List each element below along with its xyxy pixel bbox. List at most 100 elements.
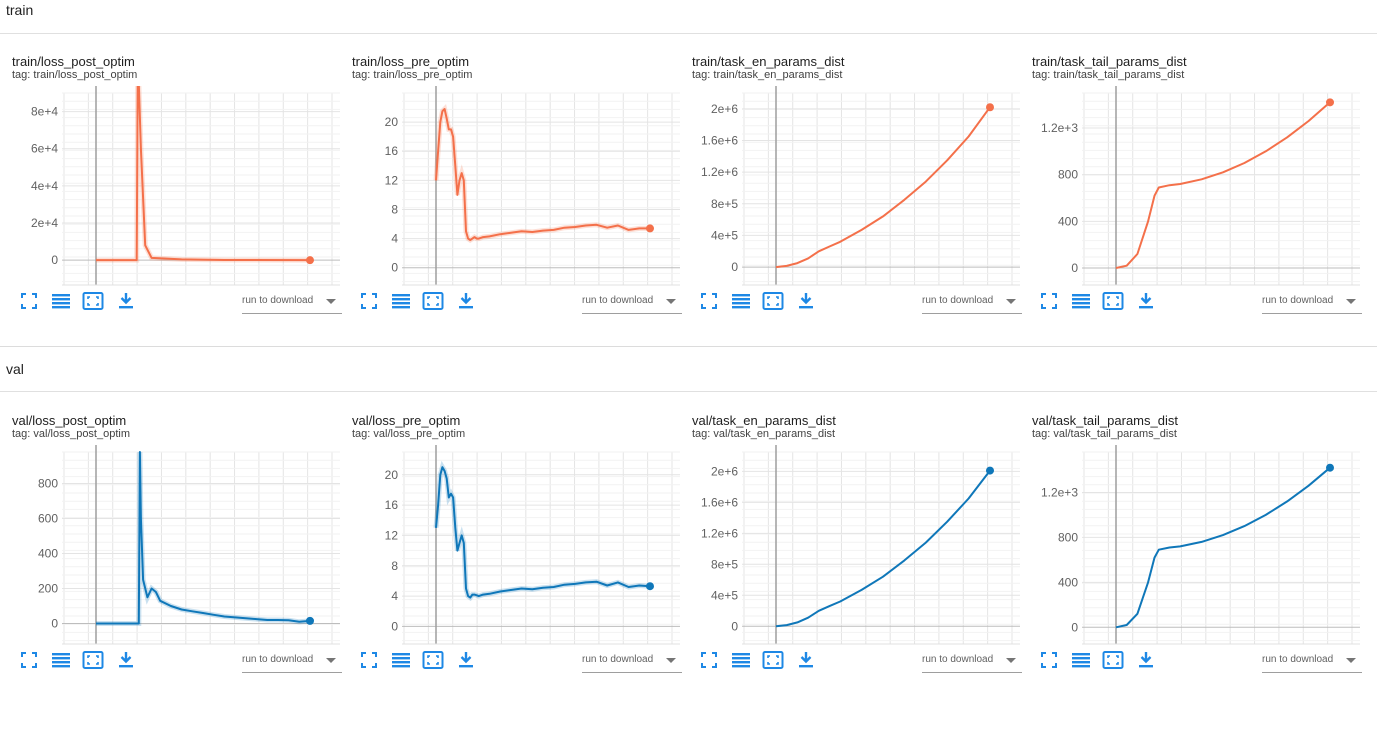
download-icon[interactable] xyxy=(1135,649,1157,671)
data-table-icon[interactable] xyxy=(1070,649,1092,671)
chart-toolbar: run to download xyxy=(1020,290,1362,320)
fit-screen-icon[interactable] xyxy=(18,649,40,671)
run-to-download-select[interactable]: run to download xyxy=(242,650,342,673)
line-chart[interactable]: 0 400 800 1.2e+3 xyxy=(1020,445,1360,655)
y-tick-label: 800 xyxy=(38,477,58,491)
y-tick-label: 2e+6 xyxy=(711,102,738,116)
series-line xyxy=(775,469,991,628)
y-tick-label: 4e+4 xyxy=(31,179,58,193)
run-to-download-label: run to download xyxy=(242,295,314,306)
y-tick-label: 2e+4 xyxy=(31,216,58,230)
fit-screen-icon[interactable] xyxy=(18,290,40,312)
series-line xyxy=(96,86,311,262)
series-line xyxy=(1115,466,1331,629)
chart-card: val/task_en_params_dist tag: val/task_en_… xyxy=(680,413,1022,733)
run-to-download-select[interactable]: run to download xyxy=(1262,291,1362,314)
series-end-point xyxy=(1326,98,1334,107)
line-chart[interactable]: 0 4e+5 8e+5 1.2e+6 1.6e+6 2e+6 xyxy=(680,445,1020,655)
y-tick-label: 8e+5 xyxy=(711,197,738,211)
data-table-icon[interactable] xyxy=(730,649,752,671)
data-table-icon[interactable] xyxy=(1070,290,1092,312)
line-chart[interactable]: 0 400 800 1.2e+3 xyxy=(1020,86,1360,296)
run-to-download-select[interactable]: run to download xyxy=(242,291,342,314)
fit-screen-icon[interactable] xyxy=(358,649,380,671)
section-title: val xyxy=(6,361,24,377)
y-tick-label: 0 xyxy=(51,253,58,267)
fit-domain-icon[interactable] xyxy=(1102,290,1124,312)
download-icon[interactable] xyxy=(795,649,817,671)
download-icon[interactable] xyxy=(115,290,137,312)
y-tick-label: 4e+5 xyxy=(711,228,738,242)
data-table-icon[interactable] xyxy=(390,649,412,671)
chart-card: val/task_tail_params_dist tag: val/task_t… xyxy=(1020,413,1362,733)
y-tick-label: 0 xyxy=(1071,261,1078,275)
fit-domain-icon[interactable] xyxy=(422,290,444,312)
fit-domain-icon[interactable] xyxy=(762,649,784,671)
download-icon[interactable] xyxy=(115,649,137,671)
chart-card: train/task_tail_params_dist tag: train/ta… xyxy=(1020,54,1362,374)
fit-screen-icon[interactable] xyxy=(1038,290,1060,312)
fit-screen-icon[interactable] xyxy=(358,290,380,312)
fit-domain-icon[interactable] xyxy=(762,290,784,312)
series-end-point xyxy=(986,103,994,112)
series-end-point xyxy=(646,582,654,591)
y-tick-label: 1.2e+3 xyxy=(1041,485,1078,499)
line-chart[interactable]: 0 4 8 12 16 20 xyxy=(340,445,680,655)
y-tick-label: 1.6e+6 xyxy=(701,495,738,509)
section-header-train[interactable]: train xyxy=(0,0,1377,34)
y-tick-label: 16 xyxy=(385,498,399,512)
y-tick-label: 0 xyxy=(731,260,738,274)
data-table-icon[interactable] xyxy=(50,649,72,671)
line-chart[interactable]: 0 200 400 600 800 xyxy=(0,445,340,655)
run-to-download-select[interactable]: run to download xyxy=(582,291,682,314)
data-table-icon[interactable] xyxy=(390,290,412,312)
y-tick-label: 16 xyxy=(385,144,399,158)
chart-toolbar: run to download xyxy=(0,290,342,320)
series-end-point xyxy=(1326,463,1334,472)
run-to-download-label: run to download xyxy=(922,295,994,306)
run-to-download-select[interactable]: run to download xyxy=(922,650,1022,673)
series-raw-line xyxy=(96,86,311,263)
card-tag: tag: val/loss_pre_optim xyxy=(352,428,466,440)
y-tick-label: 1.2e+6 xyxy=(701,526,738,540)
data-table-icon[interactable] xyxy=(730,290,752,312)
series-line xyxy=(1115,101,1331,269)
fit-domain-icon[interactable] xyxy=(1102,649,1124,671)
fit-screen-icon[interactable] xyxy=(1038,649,1060,671)
fit-screen-icon[interactable] xyxy=(698,649,720,671)
line-chart[interactable]: 0 4e+5 8e+5 1.2e+6 1.6e+6 2e+6 xyxy=(680,86,1020,296)
download-icon[interactable] xyxy=(795,290,817,312)
fit-screen-icon[interactable] xyxy=(698,290,720,312)
data-table-icon[interactable] xyxy=(50,290,72,312)
series-end-point xyxy=(986,466,994,475)
y-tick-label: 400 xyxy=(1058,214,1078,228)
dropdown-arrow-icon xyxy=(666,299,676,304)
y-tick-label: 8e+5 xyxy=(711,557,738,571)
y-tick-label: 6e+4 xyxy=(31,142,58,156)
chart-card: train/loss_post_optim tag: train/loss_pos… xyxy=(0,54,342,374)
y-tick-label: 800 xyxy=(1058,530,1078,544)
section-header-val[interactable]: val xyxy=(0,346,1377,392)
run-to-download-select[interactable]: run to download xyxy=(582,650,682,673)
fit-domain-icon[interactable] xyxy=(82,290,104,312)
download-icon[interactable] xyxy=(455,649,477,671)
run-to-download-select[interactable]: run to download xyxy=(1262,650,1362,673)
y-tick-label: 8e+4 xyxy=(31,105,58,119)
y-tick-label: 2e+6 xyxy=(711,464,738,478)
series-line xyxy=(775,106,991,269)
card-tag: tag: train/task_tail_params_dist xyxy=(1032,69,1185,81)
dropdown-arrow-icon xyxy=(1006,299,1016,304)
download-icon[interactable] xyxy=(455,290,477,312)
chart-toolbar: run to download xyxy=(680,649,1022,679)
fit-domain-icon[interactable] xyxy=(422,649,444,671)
y-tick-label: 4 xyxy=(391,589,398,603)
chart-card: val/loss_post_optim tag: val/loss_post_op… xyxy=(0,413,342,733)
run-to-download-label: run to download xyxy=(242,654,314,665)
download-icon[interactable] xyxy=(1135,290,1157,312)
fit-domain-icon[interactable] xyxy=(82,649,104,671)
chart-toolbar: run to download xyxy=(340,649,682,679)
run-to-download-select[interactable]: run to download xyxy=(922,291,1022,314)
card-tag: tag: train/task_en_params_dist xyxy=(692,69,843,81)
line-chart[interactable]: 0 2e+4 4e+4 6e+4 8e+4 xyxy=(0,86,340,296)
line-chart[interactable]: 0 4 8 12 16 20 xyxy=(340,86,680,296)
